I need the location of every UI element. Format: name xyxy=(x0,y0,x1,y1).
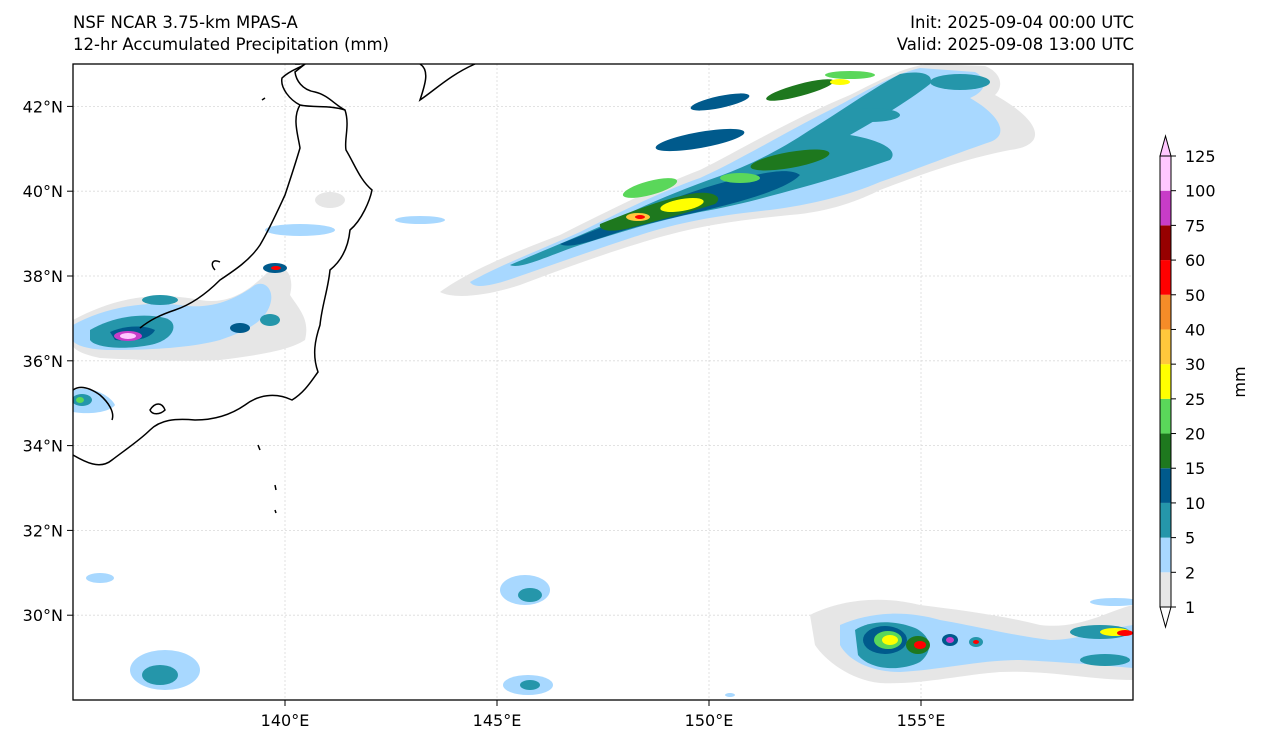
colorbar-extend-min xyxy=(1159,606,1172,629)
lat-tick-label: 38°N xyxy=(23,267,63,286)
colorbar-tick-label: 2 xyxy=(1185,563,1195,582)
init-time: Init: 2025-09-04 00:00 UTC xyxy=(910,13,1134,32)
colorbar-segment xyxy=(1160,398,1171,434)
lat-tick-label: 34°N xyxy=(23,437,63,456)
title-block-left: NSF NCAR 3.75-km MPAS-A 12-hr Accumulate… xyxy=(73,12,389,56)
colorbar-tick-label: 75 xyxy=(1185,216,1205,235)
colorbar-segment xyxy=(1160,260,1171,295)
precip-southeast-cluster xyxy=(810,598,1133,684)
lat-tick-label: 30°N xyxy=(23,606,63,625)
colorbar-segment xyxy=(1160,364,1171,399)
lon-tick-label: 155°E xyxy=(897,711,946,730)
lat-tick-label: 32°N xyxy=(23,521,63,540)
colorbar-segment xyxy=(1160,329,1171,365)
colorbar-tick-label: 10 xyxy=(1185,494,1205,513)
colorbar-tick-label: 60 xyxy=(1185,251,1205,270)
field-title: 12-hr Accumulated Precipitation (mm) xyxy=(73,35,389,54)
colorbar-tick-label: 5 xyxy=(1185,529,1195,548)
colorbar-segment xyxy=(1160,572,1171,607)
colorbar-segment xyxy=(1160,156,1171,191)
lon-tick-label: 145°E xyxy=(473,711,522,730)
colorbar-tick-label: 50 xyxy=(1185,286,1205,305)
title-block-right: Init: 2025-09-04 00:00 UTC Valid: 2025-0… xyxy=(897,12,1134,56)
valid-time: Valid: 2025-09-08 13:00 UTC xyxy=(896,35,1134,54)
colorbar-segment xyxy=(1160,537,1171,573)
model-title: NSF NCAR 3.75-km MPAS-A xyxy=(73,13,298,32)
lat-tick-label: 40°N xyxy=(23,182,63,201)
colorbar-segment xyxy=(1160,433,1171,469)
colorbar-extend-max xyxy=(1159,134,1172,157)
colorbar-tick-label: 40 xyxy=(1185,320,1205,339)
gridlines xyxy=(73,64,1133,700)
precip-north-pacific-band xyxy=(440,64,1036,296)
longitude-ticks: 140°E 145°E 150°E 155°E xyxy=(261,700,946,730)
colorbar-tick-label: 30 xyxy=(1185,355,1205,374)
lat-tick-label: 42°N xyxy=(23,97,63,116)
colorbar-segment xyxy=(1160,190,1171,226)
precip-scattered-cells xyxy=(86,573,735,697)
map-frame xyxy=(72,63,1134,701)
colorbar-tick-label: 20 xyxy=(1185,425,1205,444)
colorbar-frame xyxy=(1159,155,1172,608)
latitude-ticks: 42°N 40°N 38°N 36°N 34°N 32°N 30°N xyxy=(23,97,73,625)
colorbar-tick-label: 100 xyxy=(1185,182,1216,201)
precipitation-field xyxy=(73,64,1133,697)
lon-tick-label: 140°E xyxy=(261,711,310,730)
precip-central-japan xyxy=(73,192,445,414)
colorbar-tick-label: 25 xyxy=(1185,390,1205,409)
colorbar-segment xyxy=(1160,294,1171,330)
lon-tick-label: 150°E xyxy=(685,711,734,730)
colorbar-tick-label: 1 xyxy=(1185,598,1195,617)
colorbar-segment xyxy=(1160,468,1171,503)
coastlines xyxy=(73,64,476,514)
colorbar-segment xyxy=(1160,225,1171,261)
map-area xyxy=(73,64,1133,700)
colorbar-segment xyxy=(1160,502,1171,538)
lat-tick-label: 36°N xyxy=(23,352,63,371)
colorbar-tick-label: 15 xyxy=(1185,459,1205,478)
colorbar-tick-label: 125 xyxy=(1185,147,1216,166)
colorbar-label: mm xyxy=(1230,366,1249,397)
